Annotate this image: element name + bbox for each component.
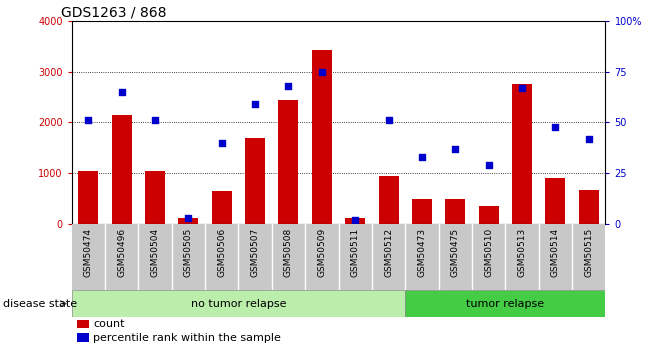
Bar [512, 84, 532, 224]
Bar [405, 290, 605, 317]
Text: GSM50475: GSM50475 [450, 228, 460, 277]
Bar [112, 115, 132, 224]
Bar [478, 206, 499, 224]
Bar [579, 190, 599, 224]
Point [550, 124, 561, 129]
Bar [279, 100, 298, 224]
Text: GSM50473: GSM50473 [417, 228, 426, 277]
Point [150, 118, 160, 123]
Bar [77, 319, 89, 328]
Point [283, 83, 294, 89]
Point [316, 69, 327, 75]
Point [350, 217, 361, 223]
Text: GSM50506: GSM50506 [217, 228, 227, 277]
Bar [445, 199, 465, 224]
Point [583, 136, 594, 141]
Text: GSM50474: GSM50474 [84, 228, 93, 277]
Text: GSM50515: GSM50515 [584, 228, 593, 277]
Bar [546, 178, 565, 224]
Point [517, 85, 527, 91]
Text: GSM50496: GSM50496 [117, 228, 126, 277]
Text: GSM50507: GSM50507 [251, 228, 260, 277]
Bar [72, 290, 405, 317]
Text: GSM50509: GSM50509 [317, 228, 326, 277]
Point [83, 118, 94, 123]
Bar [345, 218, 365, 224]
Text: GSM50505: GSM50505 [184, 228, 193, 277]
Bar [212, 191, 232, 224]
Text: GSM50512: GSM50512 [384, 228, 393, 277]
Text: no tumor relapse: no tumor relapse [191, 299, 286, 308]
Text: GSM50504: GSM50504 [150, 228, 159, 277]
Point [217, 140, 227, 146]
Text: GSM50511: GSM50511 [351, 228, 360, 277]
Bar [312, 50, 332, 224]
Text: GDS1263 / 868: GDS1263 / 868 [61, 6, 167, 20]
Text: GSM50514: GSM50514 [551, 228, 560, 277]
Point [383, 118, 394, 123]
Point [183, 215, 193, 221]
Text: count: count [93, 319, 124, 329]
Point [484, 162, 494, 168]
Bar [245, 138, 265, 224]
Text: GSM50508: GSM50508 [284, 228, 293, 277]
Bar [77, 333, 89, 342]
Text: GSM50510: GSM50510 [484, 228, 493, 277]
Bar [379, 176, 398, 224]
Point [117, 89, 127, 95]
Bar [412, 199, 432, 224]
Point [450, 146, 460, 152]
Bar [78, 171, 98, 224]
Point [250, 101, 260, 107]
Bar [178, 218, 199, 224]
Text: tumor relapse: tumor relapse [466, 299, 544, 308]
Text: GSM50513: GSM50513 [518, 228, 527, 277]
Point [417, 154, 427, 160]
Text: percentile rank within the sample: percentile rank within the sample [93, 333, 281, 343]
Text: disease state: disease state [3, 299, 77, 308]
Bar [145, 171, 165, 224]
